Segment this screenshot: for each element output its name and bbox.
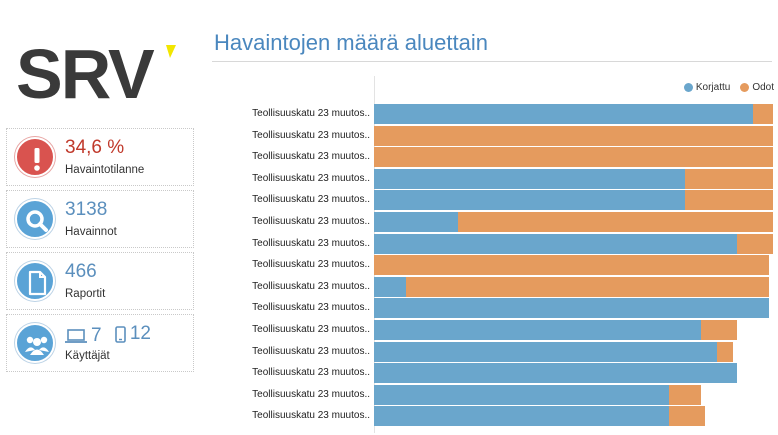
mobile-users-count: 12 — [129, 323, 151, 344]
bar-segment-korjattu[interactable] — [374, 341, 718, 362]
row-label: Teollisuuskatu 23 muutos.. — [252, 367, 370, 379]
bar-segment-odot[interactable] — [405, 276, 769, 297]
row-label: Teollisuuskatu 23 muutos.. — [252, 129, 370, 141]
search-icon — [15, 199, 55, 239]
users-icon — [15, 323, 55, 363]
observation-status-value: 34,6 % — [65, 137, 125, 158]
bar-segment-odot[interactable] — [374, 147, 773, 168]
laptop-icon — [65, 328, 87, 343]
chart-axis-line — [374, 76, 375, 433]
row-label: Teollisuuskatu 23 muutos.. — [252, 237, 370, 249]
bar-segment-korjattu[interactable] — [374, 406, 670, 427]
row-label: Teollisuuskatu 23 muutos.. — [252, 108, 370, 119]
card-users[interactable]: 7 12 Käyttäjät — [6, 314, 194, 372]
row-label: Teollisuuskatu 23 muutos.. — [252, 172, 370, 184]
legend-swatch — [683, 83, 693, 92]
bar-segment-korjattu[interactable] — [374, 233, 738, 254]
logo-accent — [166, 45, 176, 58]
bar-segment-korjattu[interactable] — [374, 384, 670, 405]
observations-value: 3138 — [65, 199, 108, 220]
row-label: Teollisuuskatu 23 muutos.. — [252, 302, 370, 314]
users-value: 7 12 — [65, 323, 159, 349]
legend-label: Odot — [752, 82, 774, 93]
row-label: Teollisuuskatu 23 muutos.. — [252, 216, 370, 227]
observation-status-label: Havaintotilanne — [65, 164, 145, 176]
bar-segment-odot[interactable] — [685, 168, 773, 189]
bar-segment-korjattu[interactable] — [374, 168, 686, 189]
alert-icon — [15, 137, 55, 177]
bar-segment-odot[interactable] — [737, 233, 773, 254]
row-label: Teollisuuskatu 23 muutos.. — [252, 345, 370, 357]
row-label: Teollisuuskatu 23 muutos.. — [252, 388, 370, 400]
card-observations[interactable]: 3138 Havainnot — [6, 190, 194, 248]
document-icon — [15, 261, 55, 301]
bar-segment-korjattu[interactable] — [374, 104, 754, 124]
chart-title: Havaintojen määrä aluettain — [214, 30, 488, 55]
row-label: Teollisuuskatu 23 muutos.. — [252, 324, 370, 335]
chart-legend: Korjattu Odot — [683, 82, 774, 93]
laptop-users: 7 — [65, 325, 102, 347]
bar-segment-odot[interactable] — [701, 320, 738, 340]
bar-segment-korjattu[interactable] — [374, 363, 738, 384]
bar-segment-odot[interactable] — [457, 212, 773, 232]
bar-segment-korjattu[interactable] — [374, 276, 406, 297]
mobile-icon — [115, 325, 126, 343]
legend-item-1[interactable]: Odot — [740, 82, 774, 93]
reports-label: Raportit — [65, 288, 106, 300]
row-label: Teollisuuskatu 23 muutos.. — [252, 194, 370, 206]
bar-segment-odot[interactable] — [669, 406, 706, 427]
row-label: Teollisuuskatu 23 muutos.. — [252, 151, 370, 163]
users-label: Käyttäjät — [65, 350, 110, 362]
card-observation-status[interactable]: 34,6 % Havaintotilanne — [6, 128, 194, 186]
stacked-bar-chart: Korjattu Odot Teollisuuskatu 23 muutos.. T… — [200, 68, 778, 435]
observations-label: Havainnot — [65, 226, 117, 238]
card-reports[interactable]: 466 Raportit — [6, 252, 194, 310]
row-label: Teollisuuskatu 23 muutos.. — [252, 410, 370, 422]
bar-segment-korjattu[interactable] — [374, 190, 686, 211]
srv-logo: SRV — [16, 35, 181, 113]
bar-segment-korjattu[interactable] — [374, 320, 702, 340]
bar-segment-odot[interactable] — [717, 341, 734, 362]
title-divider — [212, 61, 772, 62]
logo-text: SRV — [16, 40, 155, 106]
bar-segment-odot[interactable] — [374, 125, 773, 146]
bar-segment-korjattu[interactable] — [374, 298, 769, 319]
bar-segment-korjattu[interactable] — [374, 212, 458, 232]
legend-item-0[interactable]: Korjattu — [683, 82, 731, 93]
row-label: Teollisuuskatu 23 muutos.. — [252, 280, 370, 292]
row-label: Teollisuuskatu 23 muutos.. — [252, 259, 370, 271]
mobile-users: 12 — [115, 323, 151, 345]
srv-logo-mark: SRV — [16, 35, 176, 113]
bar-segment-odot[interactable] — [669, 384, 702, 405]
bar-segment-odot[interactable] — [685, 190, 773, 211]
bar-segment-odot[interactable] — [753, 104, 773, 124]
bar-segment-odot[interactable] — [374, 255, 769, 276]
legend-swatch — [740, 83, 750, 92]
laptop-users-count: 7 — [91, 324, 102, 346]
reports-value: 466 — [65, 261, 97, 282]
legend-label: Korjattu — [695, 82, 731, 93]
